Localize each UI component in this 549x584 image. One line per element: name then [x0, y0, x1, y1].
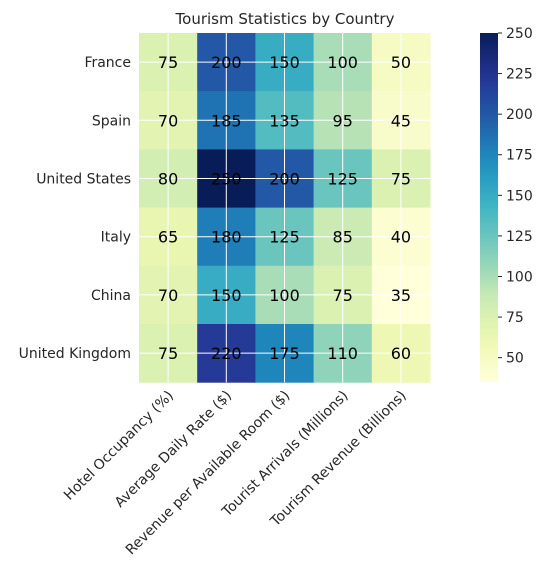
cell-value-label: 80 — [158, 170, 178, 189]
cell-value-label: 175 — [269, 344, 300, 363]
cell-value-label: 135 — [269, 111, 300, 130]
colorbar-tick-label: 175 — [506, 148, 533, 164]
colorbar-tick-label: 100 — [506, 269, 533, 285]
cell-value-label: 150 — [211, 286, 242, 305]
column-labels: Hotel Occupancy (%)Average Daily Rate ($… — [61, 388, 410, 558]
row-labels: France Spain United States Italy China United… — [19, 55, 131, 362]
row-label: Spain — [92, 113, 131, 129]
cell-value-label: 85 — [333, 228, 353, 247]
colorbar-gradient — [480, 33, 498, 382]
cell-value-label: 75 — [158, 53, 178, 72]
cell-value-label: 95 — [333, 111, 353, 130]
colorbar-tick-label: 225 — [506, 67, 533, 83]
row-label: Italy — [101, 230, 131, 246]
cell-value-label: 45 — [391, 111, 411, 130]
colorbar-tick-label: 75 — [506, 310, 524, 326]
cell-value-label: 70 — [158, 111, 178, 130]
cell-value-label: 110 — [327, 344, 358, 363]
colorbar: 50 75 100 125 150 175 200 225 250 — [480, 26, 533, 382]
row-label: United States — [36, 172, 131, 188]
cell-value-label: 75 — [158, 344, 178, 363]
colorbar-tick-label: 150 — [506, 188, 533, 204]
cell-value-label: 70 — [158, 286, 178, 305]
cell-value-label: 40 — [391, 228, 411, 247]
chart-title: Tourism Statistics by Country — [175, 10, 395, 28]
column-label: Average Daily Rate ($) — [112, 388, 235, 511]
cell-value-label: 185 — [211, 111, 242, 130]
cell-value-label: 150 — [269, 53, 300, 72]
cell-value-label: 180 — [211, 228, 242, 247]
cell-value-label: 220 — [211, 344, 242, 363]
cell-value-label: 100 — [327, 53, 358, 72]
cell-value-label: 65 — [158, 228, 178, 247]
cell-value-label: 100 — [269, 286, 300, 305]
column-label: Hotel Occupancy (%) — [61, 388, 177, 504]
cell-value-label: 125 — [327, 170, 358, 189]
row-label: China — [91, 288, 131, 304]
cell-value-label: 200 — [211, 53, 242, 72]
colorbar-tick-label: 250 — [506, 26, 533, 42]
cell-value-label: 75 — [391, 170, 411, 189]
grid-lines — [139, 33, 430, 383]
cell-value-label: 200 — [269, 170, 300, 189]
cell-value-label: 35 — [391, 286, 411, 305]
row-label: France — [84, 55, 131, 71]
cell-value-label: 125 — [269, 228, 300, 247]
colorbar-tick-label: 125 — [506, 229, 533, 245]
cell-value-label: 60 — [391, 344, 411, 363]
cell-labels: 75 200 150 100 50 70 185 135 95 45 80 250 200 125 75 65… — [158, 53, 411, 363]
colorbar-tick-label: 50 — [506, 351, 524, 367]
cell-value-label: 75 — [333, 286, 353, 305]
cell-value-label: 50 — [391, 53, 411, 72]
row-label: United Kingdom — [19, 346, 131, 362]
colorbar-tick-label: 200 — [506, 107, 533, 123]
cell-value-label: 250 — [211, 170, 242, 189]
